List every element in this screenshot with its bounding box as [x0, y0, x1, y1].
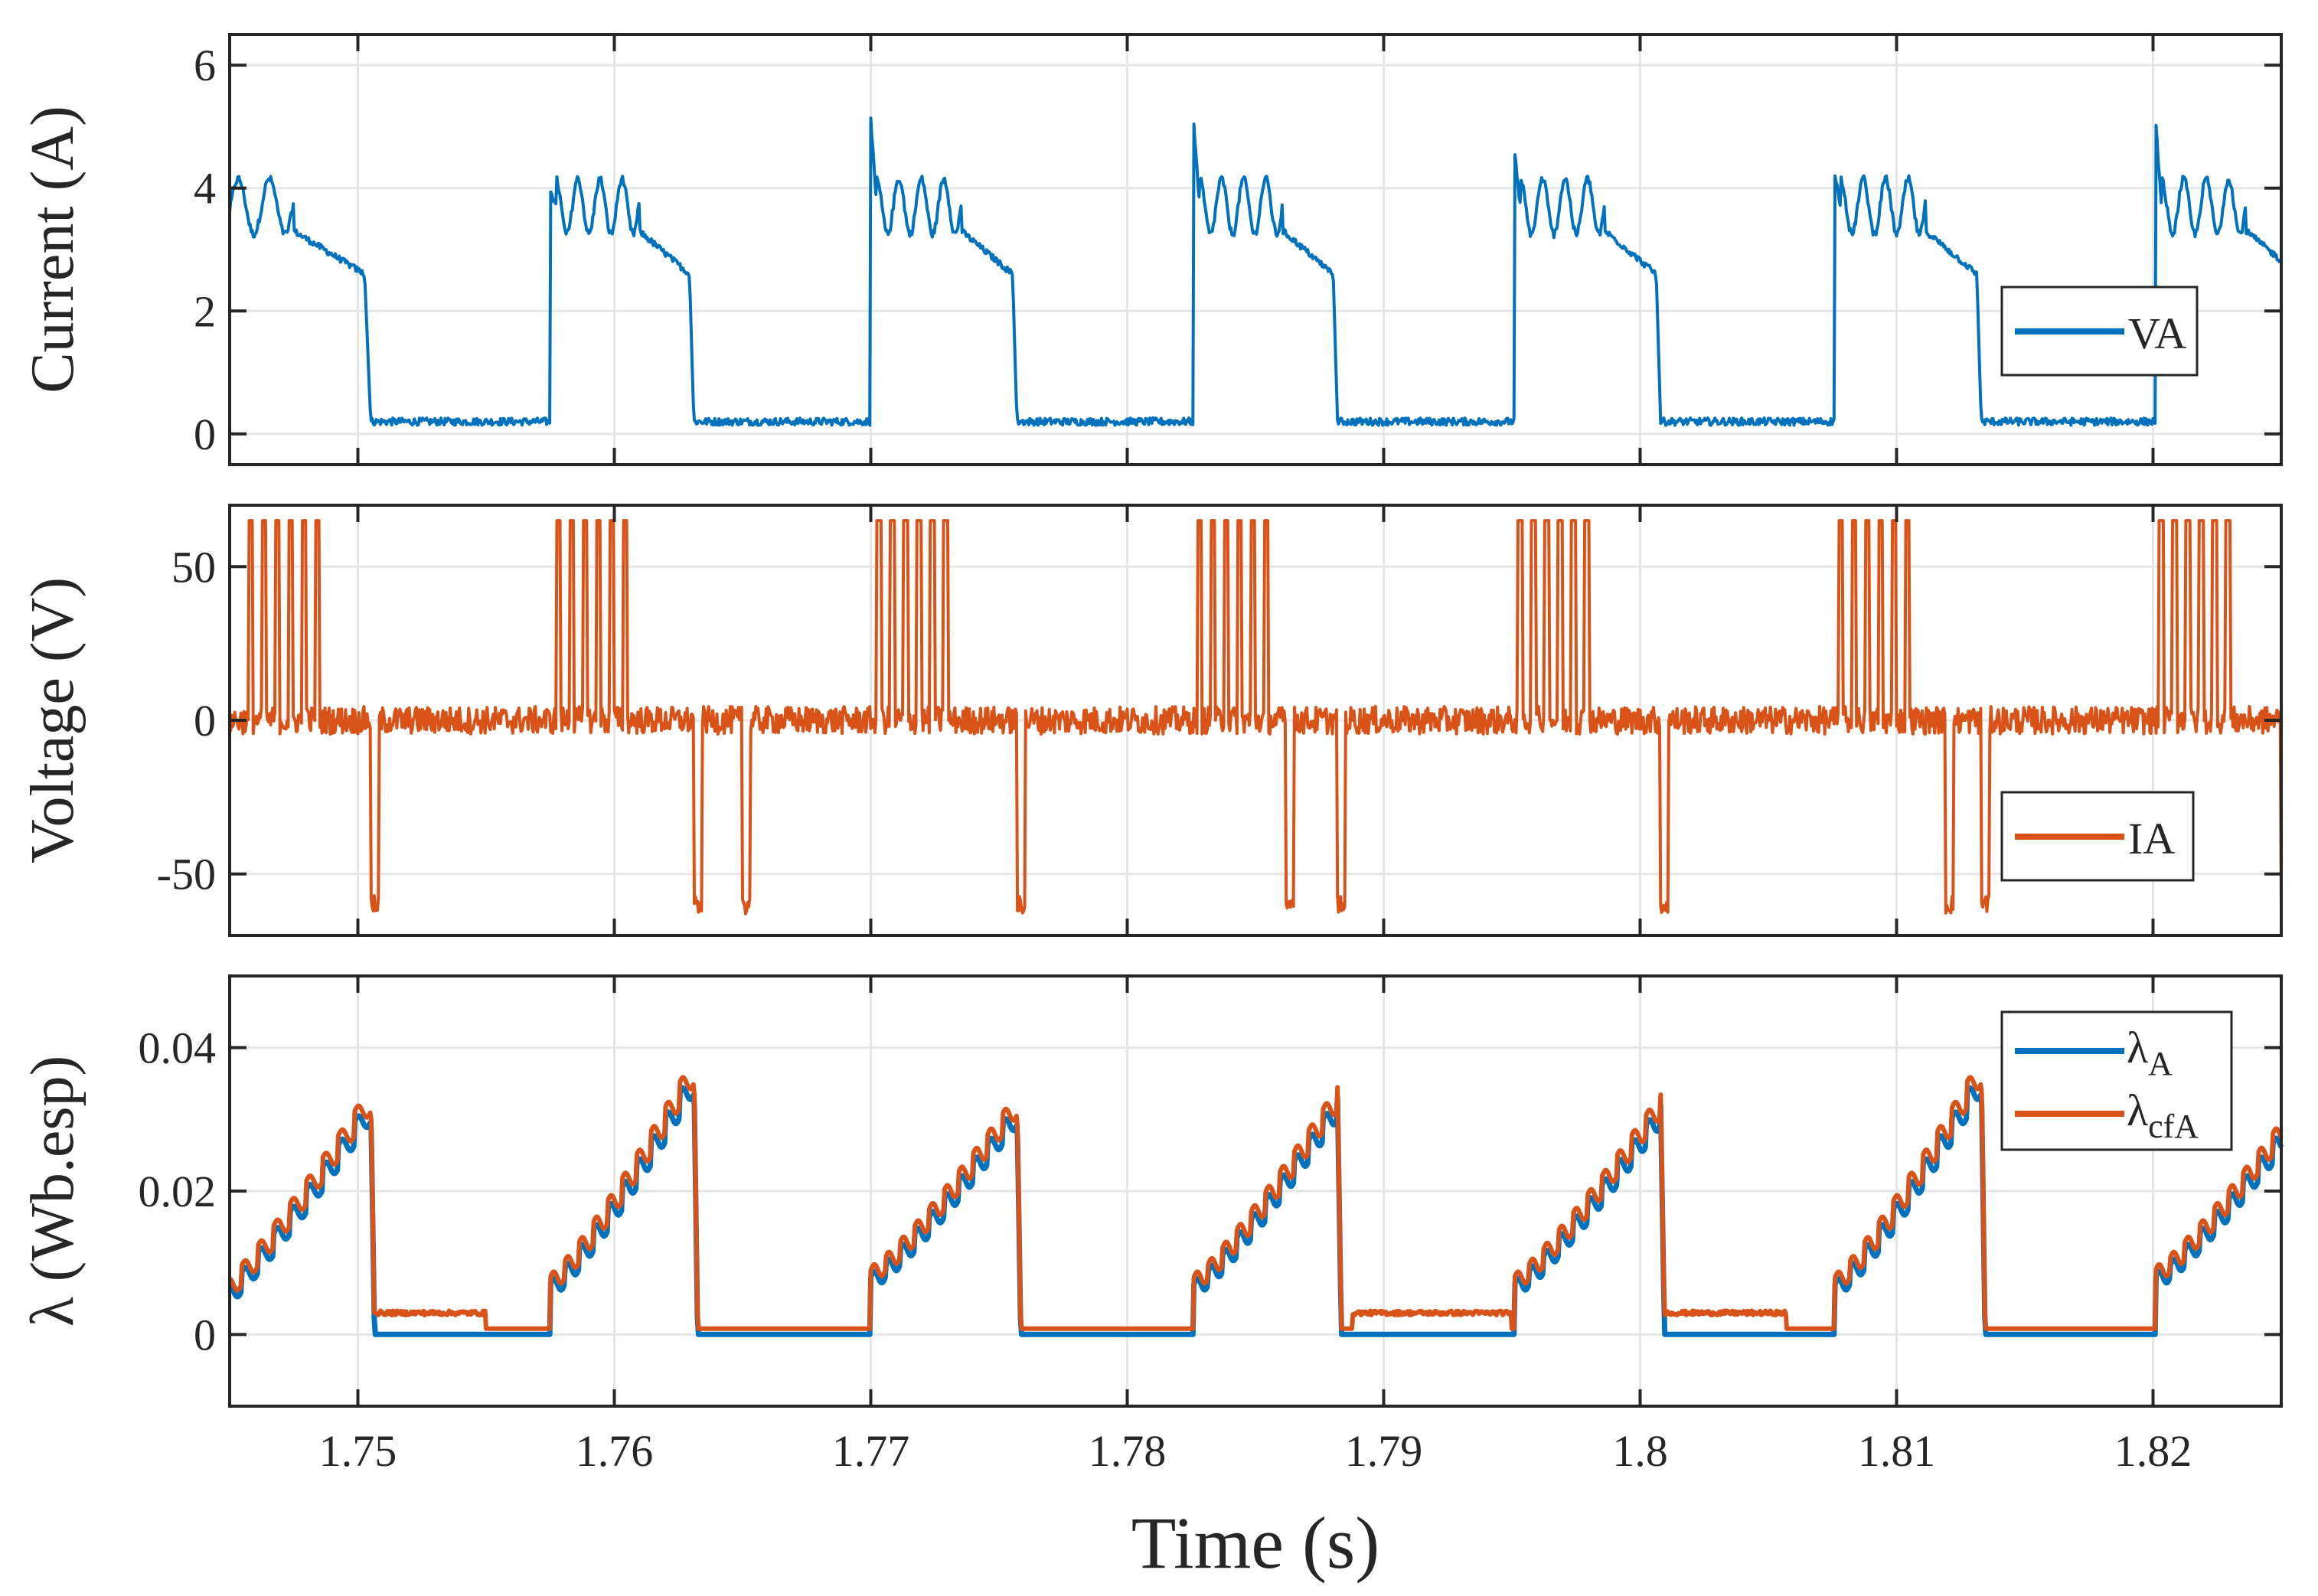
flux-ticks: 0 0.02 0.04: [139, 976, 2281, 1406]
y-tick-label: 0.04: [139, 1023, 217, 1073]
legend-lambda-cfa-symbol: λ: [2127, 1085, 2148, 1135]
x-tick-label: 1.79: [1345, 1426, 1423, 1476]
y-tick-label: 6: [194, 41, 216, 90]
flux-series-layer: [227, 1075, 2284, 1337]
y-tick-label: 0: [194, 1310, 216, 1359]
x-tick-label: 1.75: [319, 1426, 397, 1476]
legend-lambda-a-symbol: λ: [2127, 1023, 2148, 1072]
x-tick-label: 1.82: [2114, 1426, 2192, 1476]
y-tick-label: 0: [194, 696, 216, 746]
x-tick-label: 1.81: [1858, 1426, 1936, 1476]
voltage-y-axis-title: Voltage (V): [19, 577, 87, 863]
current-panel: 0 2 4 6 Current (A) VA: [19, 33, 2283, 466]
flux-legend: λA λcfA: [2000, 1010, 2233, 1151]
flux-panel: 0 0.02 0.04 λ (Wb.esp) λA λcfA: [19, 974, 2284, 1408]
current-axes-box: [228, 33, 2283, 466]
y-tick-label: 4: [194, 164, 216, 214]
current-legend: VA: [2000, 286, 2199, 377]
legend-label-lambda-cfa: λcfA: [2127, 1085, 2199, 1145]
flux-y-axis-title: λ (Wb.esp): [19, 1056, 87, 1327]
series-lambda-cfa-line: [228, 1075, 2284, 1331]
current-grid: [230, 34, 2281, 465]
x-axis-title: Time (s): [1131, 1502, 1380, 1584]
legend-lambda-cfa-subscript: cfA: [2148, 1108, 2199, 1145]
voltage-ticks: -50 0 50: [157, 505, 2281, 935]
voltage-series-layer: [228, 519, 2283, 915]
voltage-legend: IA: [2000, 791, 2195, 882]
legend-label-lambda-a: λA: [2127, 1023, 2173, 1082]
flux-legend-box: [2000, 1010, 2233, 1151]
series-ia-line: [228, 519, 2283, 915]
x-tick-label: 1.76: [576, 1426, 654, 1476]
y-tick-label: 0: [194, 410, 216, 459]
series-va-line: [228, 116, 2283, 427]
legend-label-va: VA: [2128, 308, 2186, 358]
y-tick-label: 50: [171, 542, 216, 592]
y-tick-label: 0.02: [139, 1167, 217, 1216]
y-tick-label: 2: [194, 286, 216, 336]
x-tick-labels: 1.75 1.76 1.77 1.78 1.79 1.8 1.81 1.82: [319, 1426, 2192, 1476]
legend-label-ia: IA: [2128, 814, 2175, 863]
current-plot-area: [230, 34, 2281, 465]
current-series-layer: [228, 116, 2283, 427]
y-tick-label: -50: [157, 850, 216, 899]
current-ticks: 0 2 4 6: [194, 34, 2281, 465]
legend-lambda-a-subscript: A: [2148, 1045, 2173, 1082]
current-y-axis-title: Current (A): [19, 106, 87, 393]
voltage-panel: -50 0 50 Voltage (V) IA: [19, 504, 2283, 937]
x-tick-label: 1.77: [832, 1426, 910, 1476]
x-tick-label: 1.8: [1612, 1426, 1668, 1476]
x-tick-label: 1.78: [1089, 1426, 1167, 1476]
